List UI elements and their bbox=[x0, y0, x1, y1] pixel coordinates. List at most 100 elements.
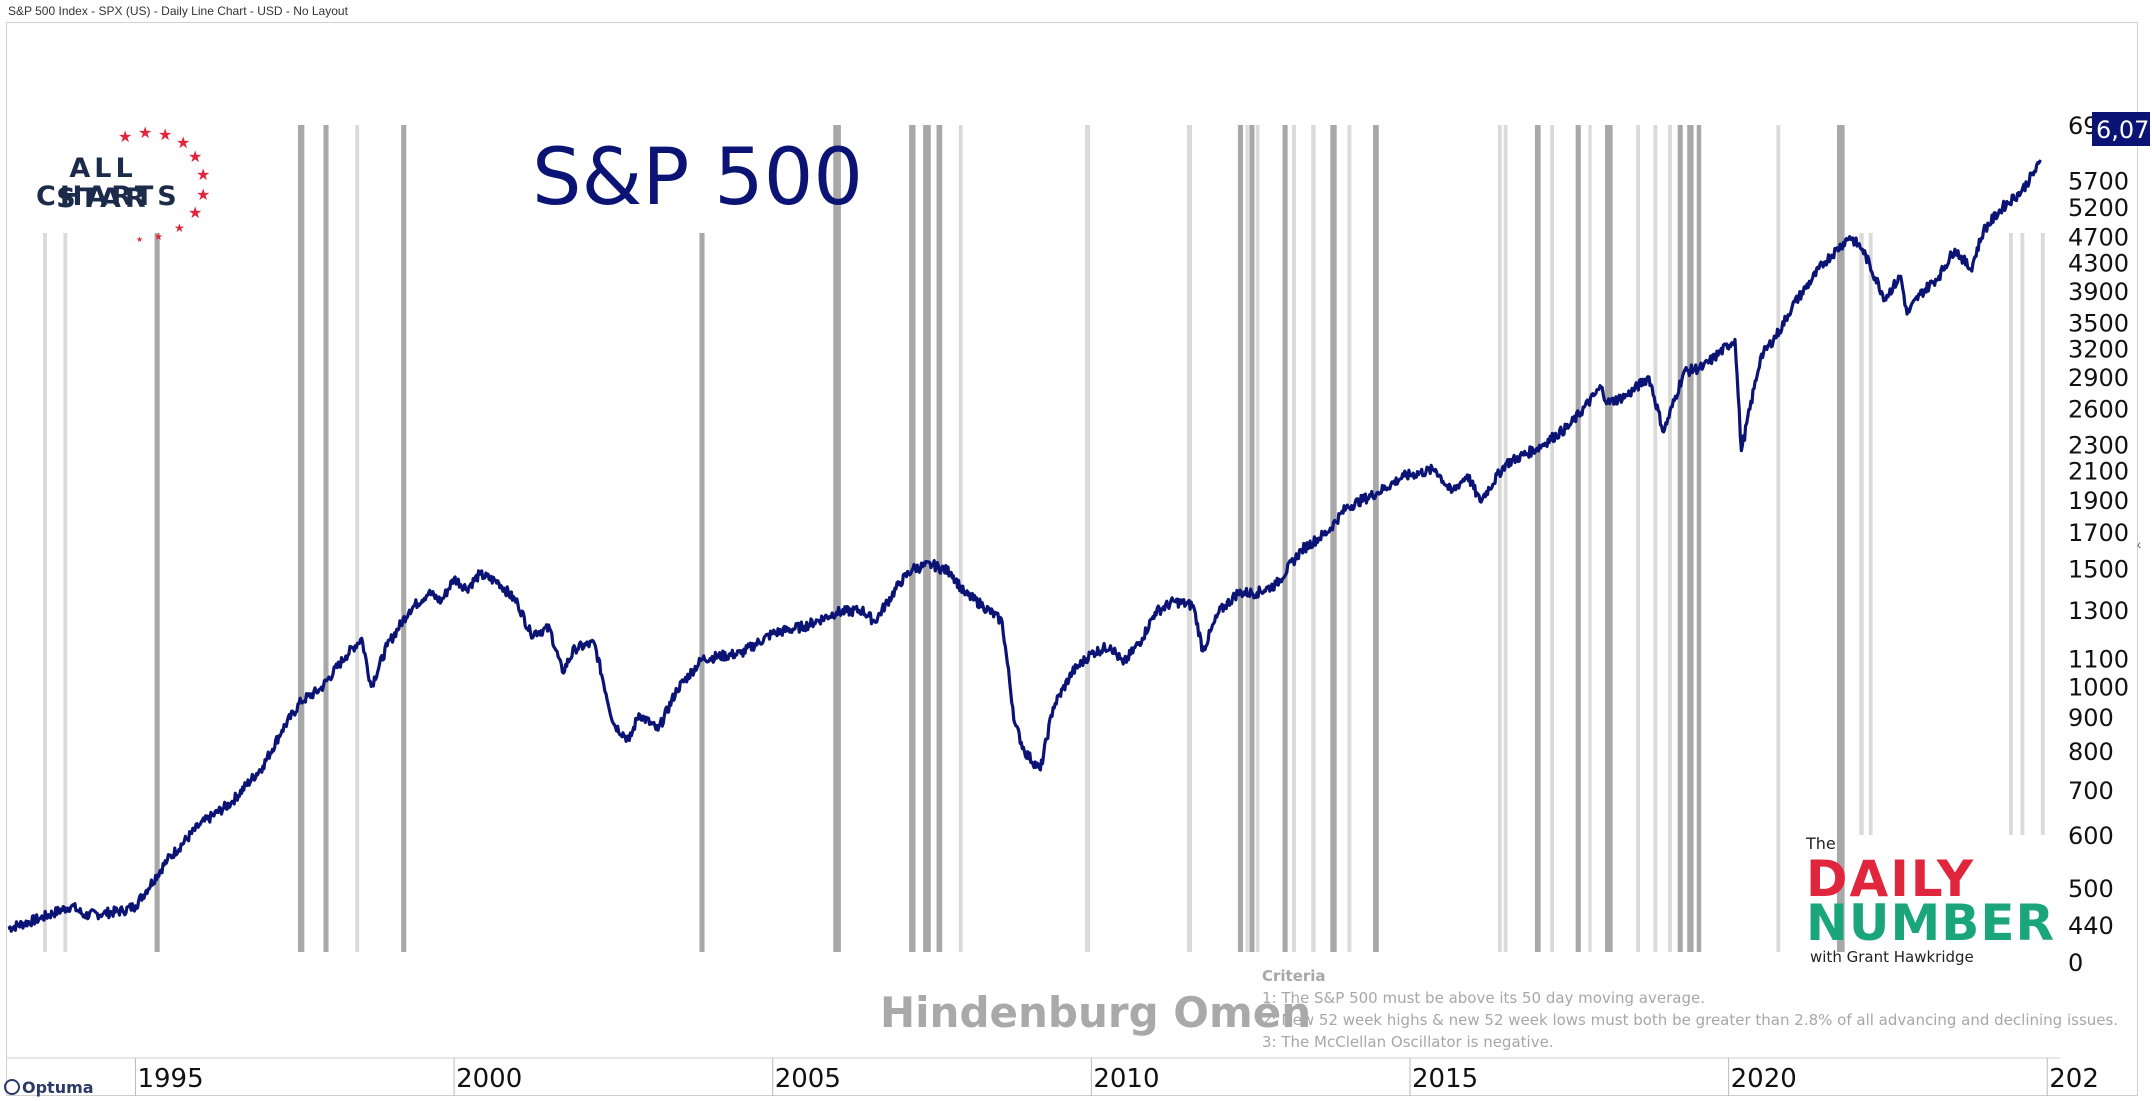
signal-band bbox=[1347, 125, 1352, 952]
allstar-line1: ALL STAR bbox=[56, 153, 150, 214]
signal-band bbox=[154, 233, 160, 952]
y-tick-label: 3200 bbox=[2068, 335, 2129, 363]
svg-text:★: ★ bbox=[118, 129, 132, 146]
criteria-item-1: 1: The S&P 500 must be above its 50 day … bbox=[1262, 989, 1705, 1007]
svg-text:★: ★ bbox=[154, 232, 163, 242]
signal-band bbox=[936, 125, 943, 952]
svg-text:★: ★ bbox=[136, 235, 143, 242]
signal-band bbox=[1497, 125, 1502, 952]
y-tick-label: 4700 bbox=[2068, 224, 2129, 252]
signal-band bbox=[1255, 125, 1260, 952]
y-tick-label: 2900 bbox=[2068, 364, 2129, 392]
allstar-line2: CHARTS bbox=[36, 181, 181, 212]
chart-subtitle: Hindenburg Omen bbox=[880, 988, 1312, 1037]
signal-band bbox=[323, 125, 329, 952]
criteria-item-2: 2: New 52 week highs & new 52 week lows … bbox=[1262, 1011, 2119, 1029]
signal-band bbox=[1282, 125, 1288, 952]
last-value-label: 6,074 bbox=[2092, 112, 2152, 146]
chart-info-text: S&P 500 Index - SPX (US) - Daily Line Ch… bbox=[8, 4, 348, 18]
y-tick-label: 2100 bbox=[2068, 458, 2129, 486]
x-tick-label: 2020 bbox=[1731, 1064, 1797, 1094]
chart-title: S&P 500 bbox=[532, 133, 863, 223]
all-star-charts-logo: ★ ★ ★ ★ ★ ★ ★ ★ ★ ★ ★ ALL STAR CHARTS bbox=[28, 122, 238, 242]
dn-daily: DAILY bbox=[1806, 850, 1976, 908]
signal-band bbox=[1687, 125, 1694, 952]
x-tick-label: 2010 bbox=[1093, 1064, 1159, 1094]
y-tick-label: 700 bbox=[2068, 777, 2114, 805]
signal-bands bbox=[43, 125, 2045, 952]
svg-text:★: ★ bbox=[188, 149, 202, 166]
y-tick-label: 1900 bbox=[2068, 487, 2129, 515]
y-tick-label: 1300 bbox=[2068, 597, 2129, 625]
optuma-icon bbox=[4, 1079, 20, 1095]
chart-info-bar: S&P 500 Index - SPX (US) - Daily Line Ch… bbox=[0, 0, 2152, 22]
signal-band bbox=[1186, 125, 1193, 952]
signal-band bbox=[909, 125, 916, 952]
x-tick-label: 2000 bbox=[456, 1064, 522, 1094]
signal-band bbox=[1503, 125, 1508, 952]
y-tick-label: 2300 bbox=[2068, 431, 2129, 459]
signal-band bbox=[355, 125, 360, 952]
y-tick-label: 2600 bbox=[2068, 396, 2129, 424]
y-tick-label: 5200 bbox=[2068, 194, 2129, 222]
x-tick-label: 2015 bbox=[1412, 1064, 1478, 1094]
last-value-text: 6,074 bbox=[2096, 116, 2152, 144]
svg-text:★: ★ bbox=[188, 205, 202, 222]
signal-band bbox=[1636, 125, 1641, 952]
signal-band bbox=[1696, 125, 1702, 952]
svg-text:★: ★ bbox=[174, 221, 185, 235]
signal-band bbox=[2020, 233, 2025, 835]
dn-with: with Grant Hawkridge bbox=[1810, 948, 1974, 966]
y-tick-label: 600 bbox=[2068, 822, 2114, 850]
y-tick-label: 1100 bbox=[2068, 646, 2129, 674]
x-tick-label: 1995 bbox=[137, 1064, 203, 1094]
y-tick-label: 3900 bbox=[2068, 278, 2129, 306]
signal-band bbox=[1373, 125, 1379, 952]
signal-band bbox=[1245, 125, 1249, 952]
chart-frame bbox=[6, 22, 2138, 1096]
y-tick-label: 0 bbox=[2068, 949, 2083, 977]
svg-text:★: ★ bbox=[196, 187, 210, 204]
y-tick-label: 500 bbox=[2068, 875, 2114, 903]
signal-band bbox=[1668, 125, 1672, 952]
y-tick-label: 1700 bbox=[2068, 519, 2129, 547]
svg-text:★: ★ bbox=[196, 167, 210, 184]
signal-band bbox=[1776, 125, 1781, 952]
signal-band bbox=[401, 125, 407, 952]
y-tick-label: 1000 bbox=[2068, 673, 2129, 701]
signal-band bbox=[43, 233, 47, 952]
signal-band bbox=[1084, 125, 1091, 952]
signal-band bbox=[1859, 233, 1864, 835]
signal-band bbox=[1550, 125, 1555, 952]
criteria-heading: Criteria bbox=[1262, 967, 1326, 985]
star-arc-icon: ★ ★ ★ ★★★ ★★★ ★★ bbox=[118, 125, 210, 242]
signal-band bbox=[1604, 125, 1613, 952]
y-tick-label: 4300 bbox=[2068, 249, 2129, 277]
signal-band bbox=[1249, 125, 1255, 952]
dn-number: NUMBER bbox=[1806, 894, 2055, 952]
y-tick-label: 5700 bbox=[2068, 168, 2129, 196]
signal-band bbox=[1292, 125, 1296, 952]
x-tick-label: 2005 bbox=[775, 1064, 841, 1094]
signal-band bbox=[833, 125, 841, 952]
y-tick-label: 800 bbox=[2068, 738, 2114, 766]
criteria-item-3: 3: The McClellan Oscillator is negative. bbox=[1262, 1033, 1554, 1051]
signal-band bbox=[1237, 125, 1244, 952]
x-tick-label: 202 bbox=[2049, 1064, 2099, 1094]
signal-band bbox=[1836, 125, 1845, 952]
signal-band bbox=[297, 125, 305, 952]
daily-number-logo: The DAILY NUMBER with Grant Hawkridge bbox=[1806, 834, 2056, 966]
optuma-brand: Optuma bbox=[4, 1078, 94, 1097]
signal-band bbox=[63, 233, 68, 952]
y-tick-label: 3500 bbox=[2068, 309, 2129, 337]
optuma-text: Optuma bbox=[22, 1078, 94, 1097]
dn-the: The bbox=[1806, 834, 1836, 853]
last-value-bg bbox=[2092, 112, 2150, 146]
criteria-block: Criteria 1: The S&P 500 must be above it… bbox=[1262, 965, 2118, 1053]
signal-band bbox=[1677, 125, 1683, 952]
collapse-panel-handle[interactable]: ‹ bbox=[2136, 536, 2142, 552]
y-tick-label: 900 bbox=[2068, 704, 2114, 732]
y-tick-label: 440 bbox=[2068, 912, 2114, 940]
